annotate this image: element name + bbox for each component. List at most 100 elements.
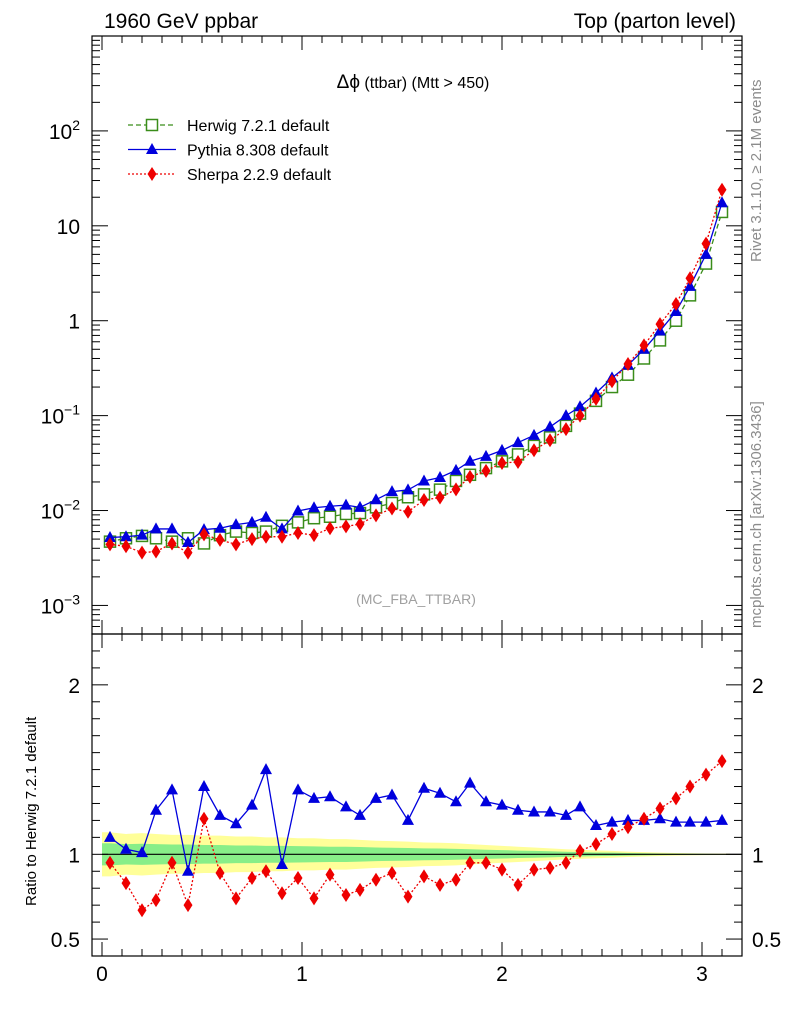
chart-title: Δϕ (ttbar) (Mtt > 450) xyxy=(337,72,490,93)
data-point xyxy=(575,408,585,423)
x-tick-label: 3 xyxy=(696,963,708,986)
ratio-point xyxy=(560,808,572,820)
y-tick-label: 1 xyxy=(68,311,80,334)
ratio-point xyxy=(309,891,319,906)
ratio-point xyxy=(386,788,398,800)
data-point xyxy=(513,454,523,469)
ratio-point xyxy=(341,887,351,902)
data-point xyxy=(150,522,162,534)
ratio-point xyxy=(403,889,413,904)
ratio-y-tick-label: 0.5 xyxy=(51,929,80,952)
ratio-point xyxy=(166,783,178,795)
data-point xyxy=(182,536,194,548)
ratio-point xyxy=(497,862,507,877)
data-point xyxy=(450,463,462,475)
data-point xyxy=(137,545,147,560)
ratio-point xyxy=(435,877,445,892)
x-tick-label: 1 xyxy=(296,963,308,986)
data-point xyxy=(497,455,507,470)
data-point xyxy=(465,469,475,484)
ratio-panel: 0 1 2 3 0.5 0.5 1 1 2 2 Ratio to Herwig 7.2.1 def… xyxy=(23,633,781,986)
data-point xyxy=(246,515,258,527)
ratio-axes: 0 1 2 3 0.5 0.5 1 1 2 2 xyxy=(51,633,781,986)
ratio-point xyxy=(528,805,540,817)
data-point xyxy=(561,422,571,437)
ratio-point xyxy=(544,805,556,817)
main-series xyxy=(103,182,729,560)
ratio-point xyxy=(464,776,476,788)
data-point xyxy=(104,530,116,542)
ratio-point xyxy=(293,871,303,886)
ratio-y-tick-label-right: 2 xyxy=(752,675,764,698)
ratio-series xyxy=(104,754,728,918)
series-line xyxy=(109,202,723,544)
data-point xyxy=(387,501,397,516)
ratio-point xyxy=(529,862,539,877)
ratio-point xyxy=(137,903,147,918)
y-tick-label: 10−3 xyxy=(41,591,81,618)
data-point xyxy=(323,510,337,523)
data-point xyxy=(435,490,445,505)
data-point xyxy=(451,482,461,497)
data-point xyxy=(403,504,413,519)
ratio-y-tick-label: 2 xyxy=(68,675,80,698)
ratio-point xyxy=(370,791,382,803)
ratio-line xyxy=(109,767,723,872)
y-tick-label: 10−2 xyxy=(41,497,81,524)
ratio-point xyxy=(198,780,210,792)
ratio-point xyxy=(480,795,492,807)
ratio-point xyxy=(308,791,320,803)
ratio-point xyxy=(450,795,462,807)
data-point xyxy=(683,289,697,302)
ratio-point xyxy=(717,754,727,769)
ratio-point xyxy=(230,817,242,829)
data-point xyxy=(183,545,193,560)
main-panel: 10−3 10−2 10−1 1 10 102 Δϕ (ttbar) (Mtt > 450… xyxy=(41,35,743,635)
legend-label: Herwig 7.2.1 default xyxy=(187,118,330,135)
ratio-point xyxy=(355,882,365,897)
ratio-point xyxy=(261,864,271,879)
ratio-point xyxy=(419,869,429,884)
ratio-point xyxy=(136,846,148,858)
ratio-point xyxy=(214,808,226,820)
data-point xyxy=(167,536,177,551)
data-point xyxy=(149,532,163,545)
data-point xyxy=(371,508,381,523)
ratio-point xyxy=(277,886,287,901)
ratio-point xyxy=(325,867,335,882)
ratio-point xyxy=(684,815,696,827)
data-point xyxy=(701,236,711,251)
data-point xyxy=(653,334,667,347)
data-point xyxy=(671,297,681,312)
data-point xyxy=(247,532,257,547)
data-point xyxy=(623,356,633,371)
ratio-point xyxy=(670,815,682,827)
ratio-point xyxy=(685,779,695,794)
ratio-point xyxy=(496,798,508,810)
header-left: 1960 GeV ppbar xyxy=(104,10,258,33)
data-point xyxy=(528,428,540,440)
ratio-point xyxy=(481,855,491,870)
ratio-point xyxy=(655,801,665,816)
ratio-point xyxy=(292,783,304,795)
data-point xyxy=(496,443,508,455)
series-1 xyxy=(104,196,728,548)
ratio-point xyxy=(716,813,728,825)
data-point xyxy=(354,500,366,512)
ratio-point xyxy=(246,798,258,810)
data-point xyxy=(512,436,524,448)
data-point xyxy=(560,409,572,421)
series-line xyxy=(109,189,723,554)
ratio-point xyxy=(575,843,585,858)
title-text: (ttbar) (Mtt > 450) xyxy=(360,75,489,92)
ratio-point xyxy=(622,813,634,825)
data-point xyxy=(120,530,132,542)
ratio-point xyxy=(402,813,414,825)
ratio-point xyxy=(387,865,397,880)
ratio-point xyxy=(371,872,381,887)
mcplots-label: mcplots.cern.ch [arXiv:1306.3436] xyxy=(748,401,765,628)
ratio-point xyxy=(260,763,272,775)
ratio-point xyxy=(512,803,524,815)
y-tick-label: 102 xyxy=(49,117,80,144)
